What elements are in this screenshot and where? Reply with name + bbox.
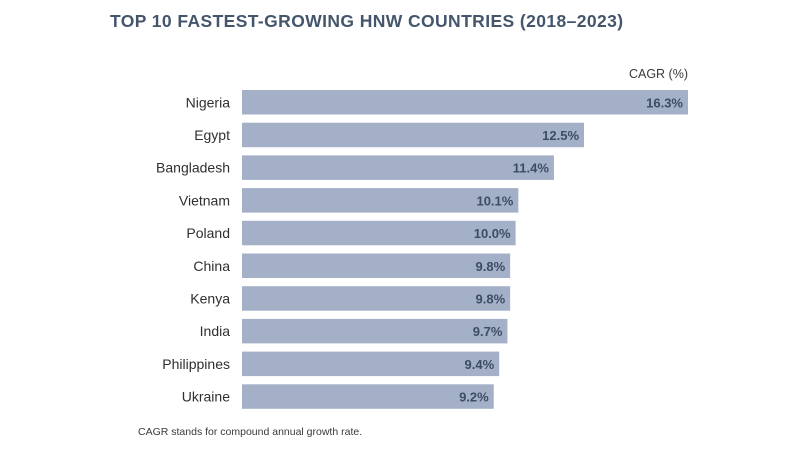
category-label-poland: Poland [186, 225, 230, 241]
bar-row-vietnam: Vietnam 10.1% [179, 188, 519, 213]
value-label-china: 9.8% [476, 259, 506, 274]
bar-row-india: India 9.7% [200, 318, 508, 344]
bar-nigeria [242, 90, 688, 115]
bar-india [242, 318, 508, 344]
value-label-nigeria: 16.3% [646, 95, 683, 110]
bar-row-nigeria: Nigeria 16.3% [186, 90, 688, 115]
unit-label: CAGR (%) [628, 67, 688, 81]
bar-vietnam [242, 188, 519, 213]
value-label-india: 9.7% [473, 324, 503, 339]
chart-title: TOP 10 FASTEST-GROWING HNW COUNTRIES (20… [110, 11, 624, 31]
value-label-poland: 10.0% [474, 226, 511, 241]
bar-kenya [242, 286, 511, 311]
category-label-bangladesh: Bangladesh [156, 160, 230, 176]
footnote: CAGR stands for compound annual growth r… [138, 426, 363, 438]
bar-row-egypt: Egypt 12.5% [194, 122, 585, 148]
category-label-nigeria: Nigeria [186, 94, 231, 110]
bar-row-philippines: Philippines 9.4% [162, 351, 500, 377]
value-label-ukraine: 9.2% [459, 390, 489, 405]
bar-row-china: China 9.8% [193, 253, 511, 278]
bar-philippines [242, 351, 500, 377]
bar-poland [242, 220, 516, 246]
bar-row-poland: Poland 10.0% [186, 220, 516, 246]
category-label-kenya: Kenya [190, 290, 230, 306]
bar-bangladesh [242, 155, 554, 180]
bar-egypt [242, 122, 585, 148]
bar-row-kenya: Kenya 9.8% [190, 286, 511, 311]
bar-ukraine [242, 384, 494, 409]
value-label-philippines: 9.4% [465, 357, 495, 372]
category-label-china: China [193, 258, 230, 274]
category-label-philippines: Philippines [162, 356, 230, 372]
bar-row-ukraine: Ukraine 9.2% [182, 384, 494, 409]
category-label-egypt: Egypt [194, 127, 230, 143]
category-label-vietnam: Vietnam [179, 192, 230, 208]
value-label-vietnam: 10.1% [476, 193, 513, 208]
category-label-india: India [200, 323, 231, 339]
value-label-egypt: 12.5% [542, 128, 579, 143]
category-label-ukraine: Ukraine [182, 389, 230, 405]
bar-china [242, 253, 511, 278]
value-label-bangladesh: 11.4% [513, 161, 550, 176]
value-label-kenya: 9.8% [476, 291, 506, 306]
bar-row-bangladesh: Bangladesh 11.4% [156, 155, 554, 180]
